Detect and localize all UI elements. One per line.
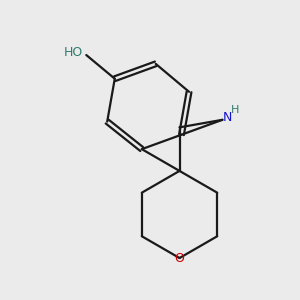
Text: N: N [223,111,232,124]
Text: H: H [230,105,239,115]
Text: HO: HO [64,46,83,59]
Text: O: O [175,252,184,266]
